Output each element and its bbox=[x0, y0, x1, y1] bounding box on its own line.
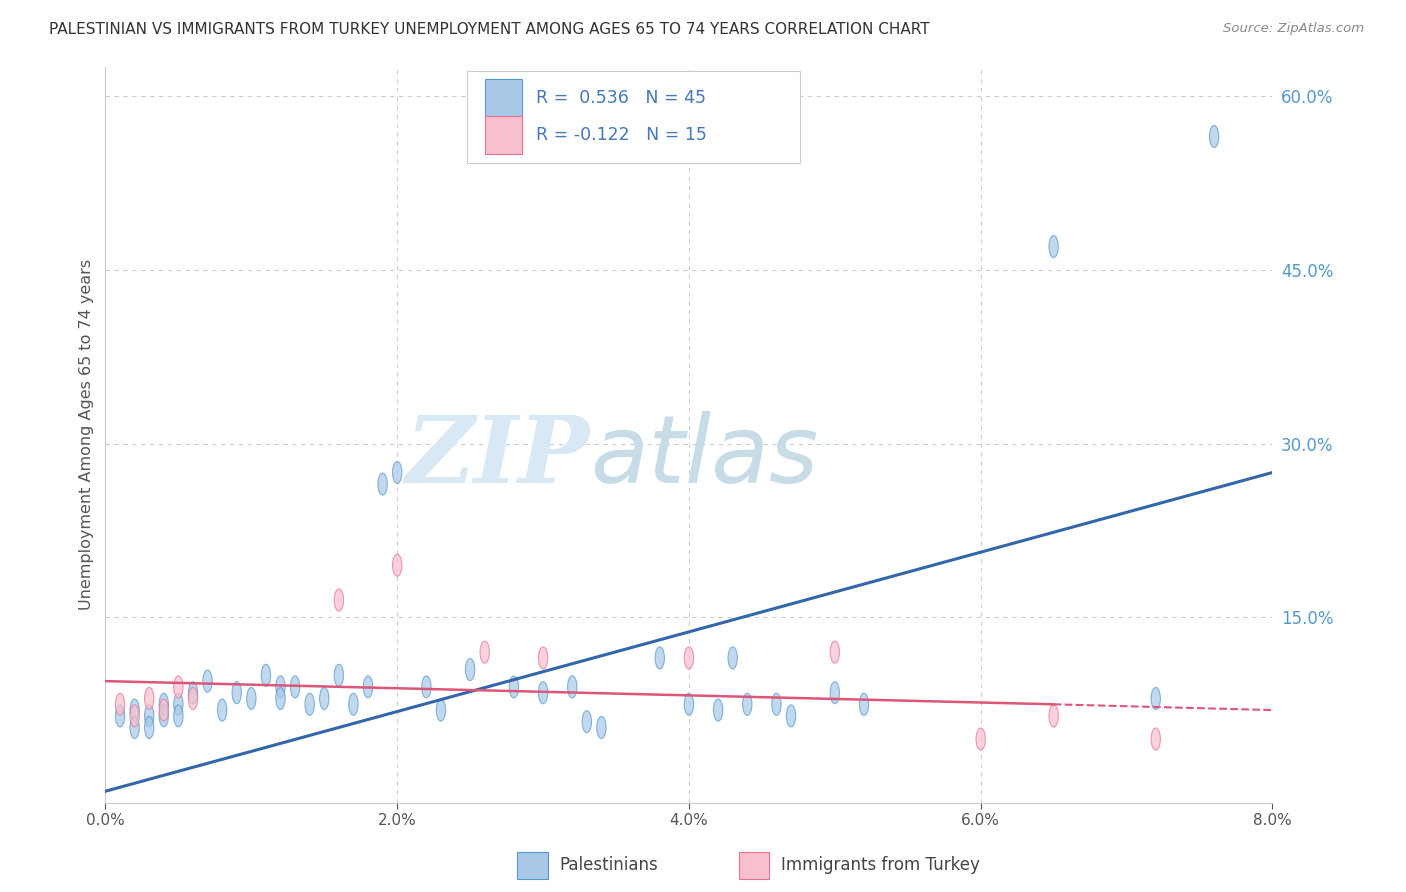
Ellipse shape bbox=[568, 676, 576, 698]
Ellipse shape bbox=[1152, 688, 1160, 709]
Text: atlas: atlas bbox=[589, 411, 818, 502]
Ellipse shape bbox=[174, 676, 183, 698]
FancyBboxPatch shape bbox=[740, 852, 769, 879]
Ellipse shape bbox=[538, 647, 548, 669]
Ellipse shape bbox=[363, 676, 373, 698]
Ellipse shape bbox=[174, 693, 183, 715]
Ellipse shape bbox=[335, 589, 343, 611]
Ellipse shape bbox=[465, 658, 475, 681]
Ellipse shape bbox=[115, 693, 125, 715]
Ellipse shape bbox=[392, 461, 402, 483]
FancyBboxPatch shape bbox=[485, 116, 522, 154]
Ellipse shape bbox=[728, 647, 737, 669]
Ellipse shape bbox=[582, 711, 592, 732]
Ellipse shape bbox=[1209, 126, 1219, 147]
Ellipse shape bbox=[349, 693, 359, 715]
Ellipse shape bbox=[145, 705, 153, 727]
Ellipse shape bbox=[291, 676, 299, 698]
Ellipse shape bbox=[305, 693, 315, 715]
Ellipse shape bbox=[174, 705, 183, 727]
Ellipse shape bbox=[685, 647, 693, 669]
FancyBboxPatch shape bbox=[485, 78, 522, 117]
Ellipse shape bbox=[1049, 235, 1059, 258]
Text: R =  0.536   N = 45: R = 0.536 N = 45 bbox=[536, 89, 706, 107]
Ellipse shape bbox=[742, 693, 752, 715]
Text: ZIP: ZIP bbox=[405, 412, 589, 502]
Text: Immigrants from Turkey: Immigrants from Turkey bbox=[782, 856, 980, 874]
Text: PALESTINIAN VS IMMIGRANTS FROM TURKEY UNEMPLOYMENT AMONG AGES 65 TO 74 YEARS COR: PALESTINIAN VS IMMIGRANTS FROM TURKEY UN… bbox=[49, 22, 929, 37]
Text: R = -0.122   N = 15: R = -0.122 N = 15 bbox=[536, 126, 707, 145]
Ellipse shape bbox=[159, 699, 169, 721]
Ellipse shape bbox=[335, 665, 343, 686]
Ellipse shape bbox=[188, 688, 198, 709]
FancyBboxPatch shape bbox=[467, 70, 800, 162]
Ellipse shape bbox=[392, 554, 402, 576]
Ellipse shape bbox=[246, 688, 256, 709]
Ellipse shape bbox=[159, 693, 169, 715]
Ellipse shape bbox=[976, 728, 986, 750]
Ellipse shape bbox=[786, 705, 796, 727]
Ellipse shape bbox=[479, 641, 489, 663]
Ellipse shape bbox=[188, 681, 198, 704]
Ellipse shape bbox=[713, 699, 723, 721]
Ellipse shape bbox=[276, 688, 285, 709]
Ellipse shape bbox=[830, 641, 839, 663]
Ellipse shape bbox=[276, 676, 285, 698]
Ellipse shape bbox=[319, 688, 329, 709]
Ellipse shape bbox=[218, 699, 226, 721]
Ellipse shape bbox=[509, 676, 519, 698]
Text: Palestinians: Palestinians bbox=[560, 856, 658, 874]
Ellipse shape bbox=[115, 705, 125, 727]
Ellipse shape bbox=[159, 705, 169, 727]
Ellipse shape bbox=[129, 699, 139, 721]
Ellipse shape bbox=[436, 699, 446, 721]
Ellipse shape bbox=[129, 705, 139, 727]
Ellipse shape bbox=[538, 681, 548, 704]
Ellipse shape bbox=[859, 693, 869, 715]
Ellipse shape bbox=[830, 681, 839, 704]
Ellipse shape bbox=[145, 688, 153, 709]
Ellipse shape bbox=[772, 693, 782, 715]
Ellipse shape bbox=[1049, 705, 1059, 727]
Ellipse shape bbox=[655, 647, 665, 669]
Ellipse shape bbox=[262, 665, 270, 686]
Ellipse shape bbox=[596, 716, 606, 739]
Ellipse shape bbox=[685, 693, 693, 715]
Text: Source: ZipAtlas.com: Source: ZipAtlas.com bbox=[1223, 22, 1364, 36]
Ellipse shape bbox=[422, 676, 432, 698]
Y-axis label: Unemployment Among Ages 65 to 74 years: Unemployment Among Ages 65 to 74 years bbox=[79, 260, 94, 610]
Ellipse shape bbox=[378, 473, 387, 495]
Ellipse shape bbox=[1152, 728, 1160, 750]
Ellipse shape bbox=[202, 670, 212, 692]
Ellipse shape bbox=[145, 716, 153, 739]
Ellipse shape bbox=[129, 716, 139, 739]
FancyBboxPatch shape bbox=[517, 852, 548, 879]
Ellipse shape bbox=[232, 681, 242, 704]
